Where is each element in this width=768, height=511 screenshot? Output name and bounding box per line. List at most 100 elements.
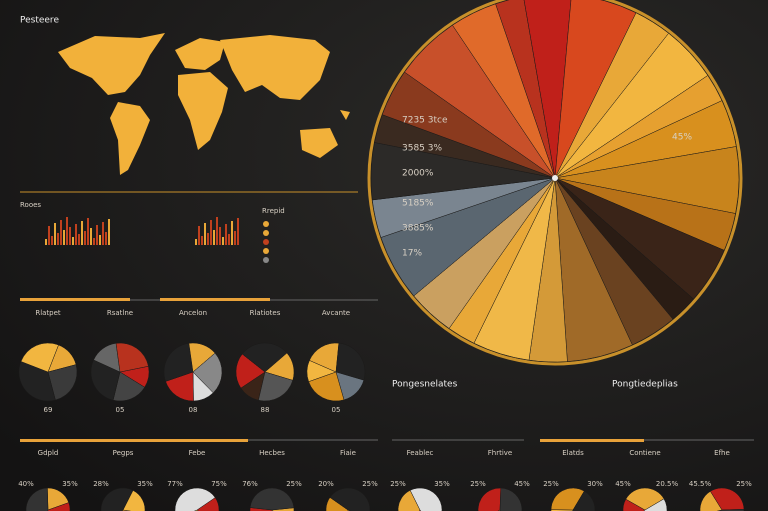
pie-title: Fiaie: [340, 449, 356, 457]
bar: [216, 217, 218, 245]
pie-label: 08: [189, 406, 198, 414]
title: Pesteere: [20, 16, 59, 26]
pie-center: [552, 175, 558, 181]
world-map: [58, 33, 350, 175]
pie-title: Gdpld: [38, 449, 59, 457]
bar: [219, 227, 221, 245]
bar: [81, 221, 83, 245]
pie-slice: [241, 342, 288, 373]
bar: [222, 237, 224, 245]
bar: [51, 236, 53, 245]
bar: [228, 234, 230, 245]
pie-title: Contiene: [629, 449, 660, 457]
progress: [160, 298, 270, 301]
pie-slice: [174, 487, 216, 511]
pie-slice: [308, 371, 345, 402]
pie-label: 69: [44, 406, 53, 414]
pie-label: 25%: [470, 480, 486, 488]
bar: [69, 227, 71, 245]
panel-title: Pongtiedeplias: [612, 380, 678, 390]
pie-slice: [47, 364, 78, 401]
bar: [60, 220, 62, 245]
pie-slice: [47, 502, 71, 511]
bar: [210, 220, 212, 245]
pie-title: Pegps: [113, 449, 134, 457]
bar: [63, 230, 65, 245]
pie-title: Rlatiotes: [250, 309, 281, 317]
pie-label: 77%: [167, 480, 183, 488]
pie-title: Elatds: [562, 449, 584, 457]
pie-label: 3585 3%: [402, 144, 442, 154]
bar: [108, 219, 110, 245]
pie-label: 45.5%: [689, 480, 712, 488]
bar: [201, 236, 203, 245]
bar: [72, 237, 74, 245]
pie-label: 5185%: [402, 199, 434, 209]
bar: [90, 228, 92, 245]
pie-label: 20.5%: [656, 480, 679, 488]
pie-label: 35%: [434, 480, 450, 488]
bar: [195, 239, 197, 245]
bar: [225, 224, 227, 245]
pie-title: Febe: [189, 449, 206, 457]
bar: [231, 221, 233, 245]
pie-label: 45%: [672, 133, 692, 143]
pie-label: 76%: [242, 480, 258, 488]
bar: [213, 230, 215, 245]
pie-label: 25%: [390, 480, 406, 488]
legend-title: Rrepid: [262, 207, 285, 215]
pie-slice: [523, 0, 572, 179]
pie-title: Rsatlne: [107, 309, 133, 317]
pie-slice: [329, 487, 371, 511]
pie-label: 75%: [211, 480, 227, 488]
pie-label: 17%: [402, 249, 422, 259]
bar: [66, 217, 68, 245]
legend-dot: [263, 248, 269, 254]
pie-title: Avcante: [322, 309, 350, 317]
pie-slice: [249, 487, 295, 511]
bar: [198, 226, 200, 245]
bar: [54, 223, 56, 245]
pie-label: 05: [332, 406, 341, 414]
pie-label: 05: [116, 406, 125, 414]
pie-slice: [550, 487, 585, 511]
pie-slice: [643, 498, 668, 511]
pie-title: Rlatpet: [35, 309, 61, 317]
legend-dot: [263, 230, 269, 236]
panel-title: Pongesnelates: [392, 380, 458, 390]
legend-dot: [263, 257, 269, 263]
pie-label: 45%: [615, 480, 631, 488]
pie-slice: [499, 487, 523, 511]
pie-slice: [325, 497, 349, 511]
pie-title: Fhrtive: [488, 449, 512, 457]
pie-slice: [90, 359, 121, 401]
chart-label: Rooes: [20, 201, 41, 209]
bar: [93, 238, 95, 245]
bar: [75, 224, 77, 245]
bar: [105, 232, 107, 245]
pie-label: 88: [261, 406, 270, 414]
pie-label: 7235 3tce: [402, 116, 448, 126]
pie-label: 20%: [318, 480, 334, 488]
pie-label: 40%: [18, 480, 34, 488]
pie-title: Ancelon: [179, 309, 207, 317]
bar: [57, 233, 59, 245]
bar: [234, 231, 236, 245]
pie-rim: [367, 0, 743, 366]
pie-title: Hecbes: [259, 449, 285, 457]
pie-slice: [309, 342, 340, 373]
bar: [84, 231, 86, 245]
bar: [99, 235, 101, 245]
bar: [48, 226, 50, 245]
legend-dot: [263, 239, 269, 245]
bar: [102, 222, 104, 245]
pie-slice: [20, 342, 59, 373]
pie-label: 35%: [137, 480, 153, 488]
bar: [96, 225, 98, 245]
pie-label: 3885%: [402, 224, 434, 234]
bar: [87, 218, 89, 245]
pie-slice: [572, 490, 596, 511]
pie-slice: [477, 487, 502, 511]
bar: [237, 218, 239, 245]
